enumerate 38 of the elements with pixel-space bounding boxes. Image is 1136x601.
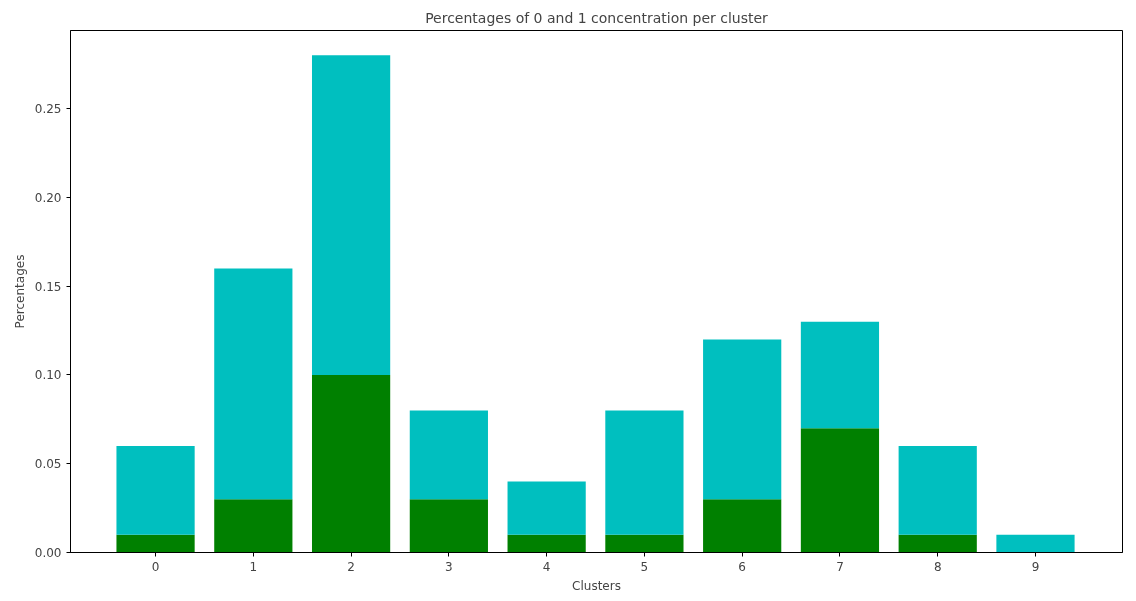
bar: [116, 534, 195, 553]
x-tick-label: 2: [347, 559, 355, 574]
bar: [409, 410, 488, 500]
bar: [116, 445, 195, 535]
y-axis-title: Percentages: [12, 254, 27, 329]
bar: [703, 339, 782, 500]
x-tick-label: 4: [542, 559, 551, 574]
x-tick-label: 3: [445, 559, 453, 574]
bar: [605, 534, 684, 553]
x-tick-label: 6: [738, 559, 746, 574]
x-tick-label: 1: [249, 559, 258, 574]
bar: [898, 445, 977, 535]
x-tick-label: 0: [151, 559, 160, 574]
y-tick-label: 0.10: [34, 368, 62, 383]
bar: [311, 374, 391, 553]
bar: [409, 499, 488, 553]
chart-title: Percentages of 0 and 1 concentration per cluster: [425, 9, 769, 26]
y-tick-label: 0.05: [34, 457, 62, 472]
bar: [800, 321, 880, 429]
x-tick-label: 7: [836, 559, 844, 574]
bar: [800, 428, 880, 553]
x-tick-label: 9: [1031, 559, 1040, 574]
bar: [703, 499, 782, 553]
bar: [605, 410, 684, 535]
x-tick-label: 5: [640, 559, 649, 574]
y-tick-label: 0.20: [34, 190, 62, 205]
bar: [898, 534, 977, 553]
y-tick-label: 0.25: [34, 102, 62, 117]
y-tick-label: 0.15: [34, 279, 62, 294]
bar: [507, 481, 586, 535]
bar: [311, 55, 391, 375]
bar: [214, 268, 293, 500]
bar: [996, 534, 1075, 553]
bar: [214, 499, 293, 553]
y-tick-label: 0.00: [34, 546, 62, 560]
x-axis-title: Clusters: [572, 578, 621, 593]
bar: [507, 534, 586, 553]
x-tick-label: 8: [933, 559, 942, 574]
